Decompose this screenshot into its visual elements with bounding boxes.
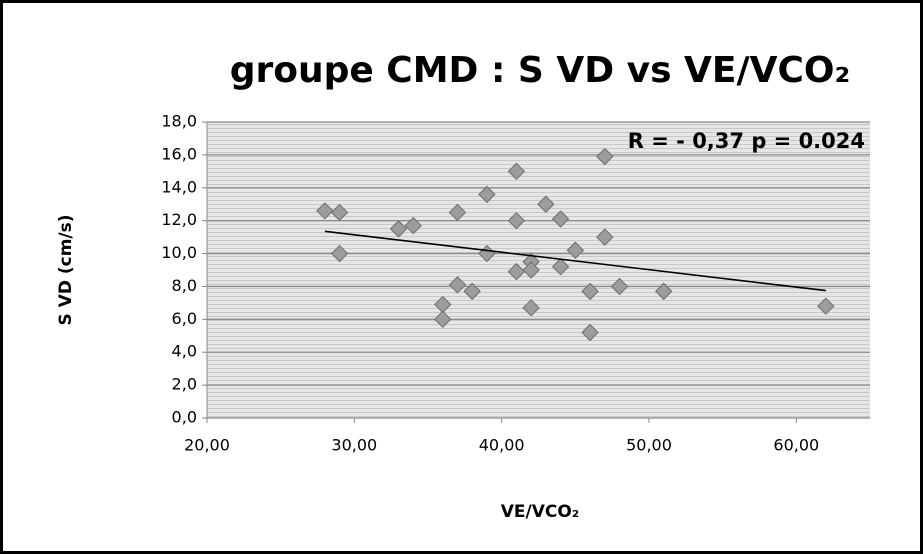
x-axis-label: VE/VCO₂ — [501, 502, 580, 522]
point — [389, 220, 408, 238]
x-tick-label: 50,00 — [626, 436, 672, 455]
point — [448, 203, 467, 222]
y-tick-label: 6,0 — [172, 309, 197, 328]
y-tick-label: 10,0 — [161, 243, 197, 262]
point — [537, 195, 555, 213]
chart-title: groupe CMD : S VD vs VE/VCO₂ — [230, 50, 851, 91]
point — [404, 216, 422, 235]
point — [507, 162, 526, 181]
x-tick-label: 40,00 — [479, 436, 525, 455]
y-tick-label: 14,0 — [161, 177, 197, 196]
y-tick-label: 16,0 — [161, 144, 197, 163]
point — [551, 258, 570, 276]
point — [566, 241, 585, 259]
point — [316, 202, 334, 220]
trend-line — [324, 230, 826, 292]
point — [330, 203, 349, 222]
point — [581, 323, 599, 342]
point — [596, 228, 614, 246]
y-tick-label: 8,0 — [172, 276, 197, 295]
x-tick-label: 30,00 — [331, 436, 377, 455]
annotation: R = - 0,37 p = 0.024 — [628, 129, 865, 153]
point — [522, 261, 540, 279]
point — [478, 185, 496, 204]
point — [551, 210, 570, 228]
point — [655, 282, 673, 301]
point — [522, 299, 540, 317]
point — [596, 147, 614, 166]
point — [610, 277, 629, 296]
point — [448, 276, 467, 294]
y-tick-label: 0,0 — [172, 408, 197, 427]
point — [507, 211, 526, 230]
x-tick-label: 20,00 — [184, 436, 230, 455]
point — [434, 310, 452, 329]
y-tick-label: 18,0 — [161, 112, 197, 131]
point — [507, 262, 526, 281]
y-axis-label: S VD (cm/s) — [56, 214, 76, 325]
y-tick-label: 2,0 — [172, 375, 197, 394]
x-tick-label: 60,00 — [773, 436, 819, 455]
point — [817, 297, 835, 315]
point — [463, 282, 481, 301]
point — [581, 282, 599, 301]
y-tick-label: 12,0 — [161, 210, 197, 229]
point — [330, 244, 349, 263]
y-tick-label: 4,0 — [172, 342, 197, 361]
